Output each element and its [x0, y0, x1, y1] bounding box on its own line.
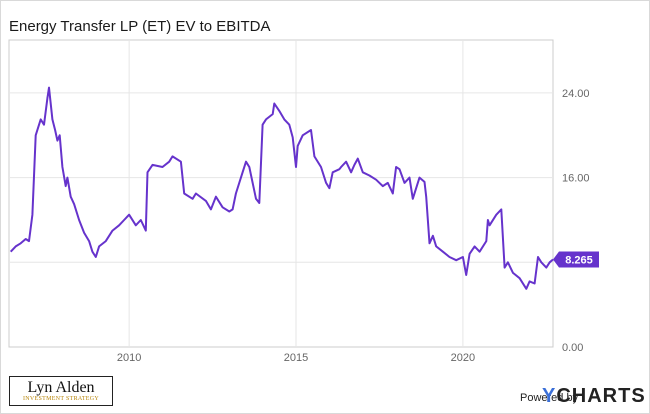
- last-value-badge: [553, 251, 599, 268]
- grid: [9, 40, 553, 347]
- x-tick-label: 2015: [284, 352, 308, 364]
- series-line-ev-to-ebitda: [9, 86, 554, 290]
- last-value-label: 8.265: [553, 251, 599, 268]
- last-value-text: 8.265: [565, 255, 593, 267]
- ycharts-wordmark: CHARTS: [556, 385, 646, 407]
- plot-area: [8, 39, 554, 348]
- logo-name: Lyn Alden: [27, 379, 95, 396]
- plot-border: [8, 39, 554, 348]
- y-tick-label: 0.00: [562, 342, 583, 354]
- x-tick-label: 2010: [117, 352, 141, 364]
- x-tick-label: 2020: [451, 352, 475, 364]
- powered-by-text: Powered by: [520, 392, 579, 404]
- lyn-alden-logo: Lyn Alden INVESTMENT STRATEGY: [9, 376, 113, 406]
- x-axis-labels: 2010 2015 2020: [117, 352, 475, 364]
- y-tick-label: 16.00: [562, 173, 590, 185]
- chart-title: Energy Transfer LP (ET) EV to EBITDA: [9, 18, 271, 35]
- ycharts-y: Y: [542, 385, 557, 407]
- y-tick-label: 24.00: [562, 88, 590, 100]
- ycharts-logo[interactable]: YCHARTS: [542, 385, 646, 408]
- series-group: [9, 86, 554, 290]
- logo-tagline: INVESTMENT STRATEGY: [22, 396, 100, 402]
